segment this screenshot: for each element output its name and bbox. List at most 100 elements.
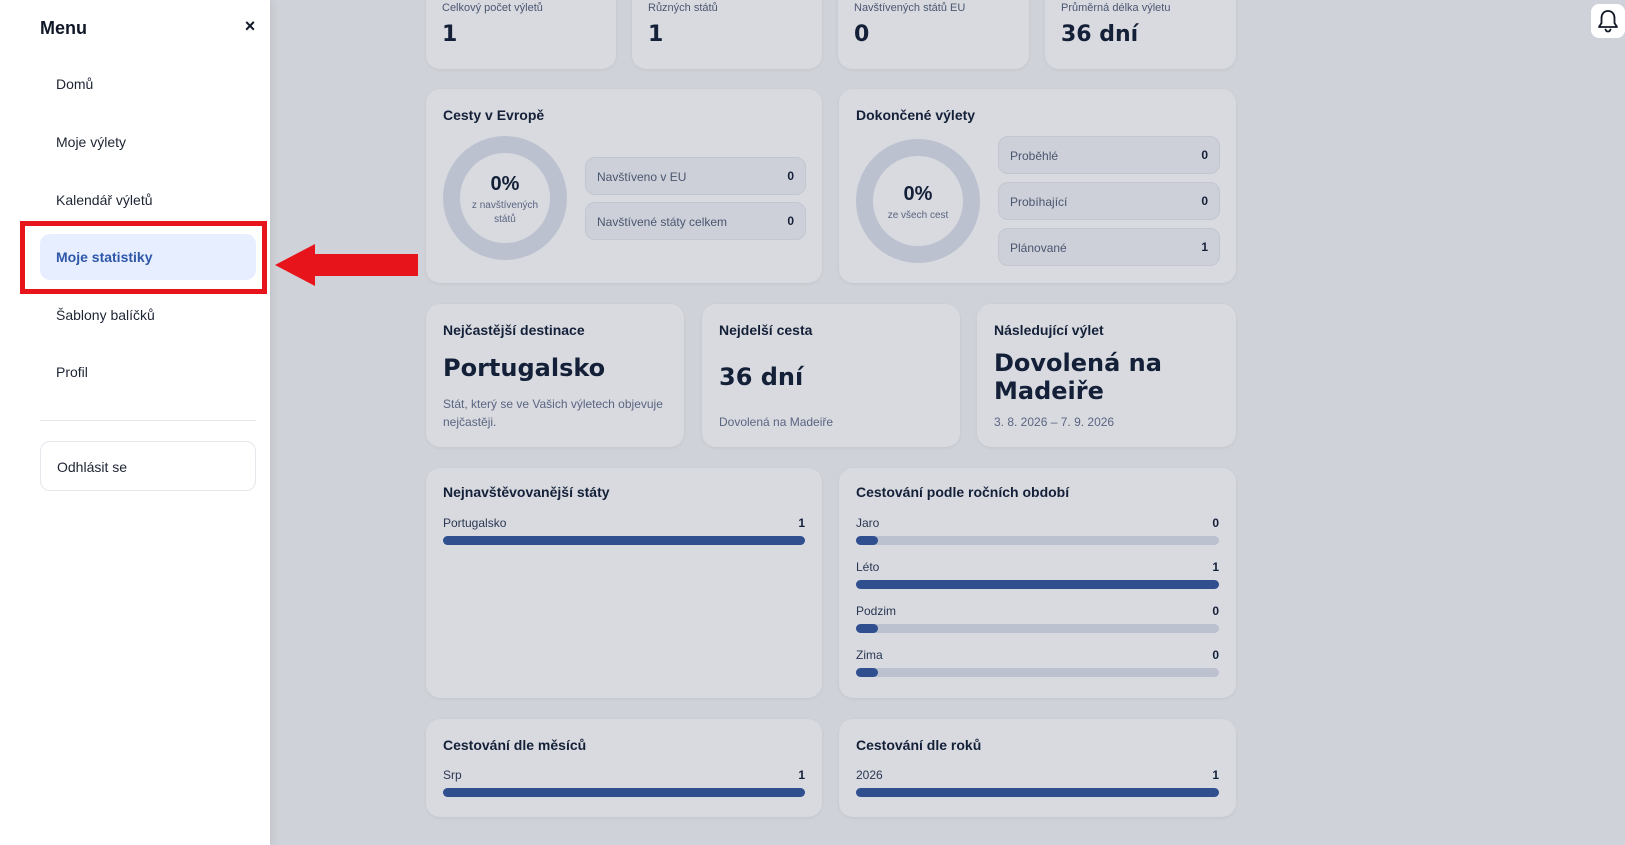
bar-fill bbox=[856, 536, 878, 545]
menu-item-my-trips[interactable]: Moje výlety bbox=[40, 119, 256, 165]
completed-title: Dokončené výlety bbox=[856, 107, 976, 123]
countries-value: 1 bbox=[648, 22, 664, 47]
months-card: Cestování dle měsíců Srp 1 bbox=[426, 719, 822, 817]
bar-count: 0 bbox=[1212, 516, 1219, 530]
menu-item-label: Profil bbox=[56, 364, 88, 380]
avg-length-value: 36 dní bbox=[1061, 22, 1139, 47]
bar-fill bbox=[443, 788, 805, 797]
completed-row-label: Proběhlé bbox=[1010, 149, 1059, 163]
menu-item-trip-calendar[interactable]: Kalendář výletů bbox=[40, 177, 256, 223]
next-title: Následující výlet bbox=[994, 322, 1104, 338]
bar-count: 1 bbox=[798, 768, 805, 782]
logout-label: Odhlásit se bbox=[57, 459, 128, 475]
eu-countries-label: Navštívených států EU bbox=[854, 2, 966, 14]
months-title: Cestování dle měsíců bbox=[443, 737, 587, 753]
bar-track bbox=[856, 580, 1219, 589]
europe-row-label: Navštíveno v EU bbox=[597, 170, 687, 184]
bar-track bbox=[443, 536, 805, 545]
europe-row-eu: Navštíveno v EU 0 bbox=[585, 157, 806, 195]
menu-item-home[interactable]: Domů bbox=[40, 61, 256, 107]
destination-value: Portugalsko bbox=[443, 354, 606, 382]
eu-countries-value: 0 bbox=[854, 22, 870, 47]
completed-row-value: 0 bbox=[1201, 194, 1208, 208]
europe-title: Cesty v Evropě bbox=[443, 107, 545, 123]
summary-card-eu-countries: Navštívených států EU 0 bbox=[838, 0, 1029, 69]
bar-label: Podzim bbox=[856, 604, 897, 618]
bar-label: 2026 bbox=[856, 768, 883, 782]
completed-row-value: 0 bbox=[1201, 148, 1208, 162]
bar-track bbox=[856, 624, 1219, 633]
completed-card: Dokončené výlety 0% ze všech cest Proběh… bbox=[839, 89, 1236, 283]
menu-item-package-templates[interactable]: Šablony balíčků bbox=[40, 292, 256, 338]
bar-track bbox=[443, 788, 805, 797]
next-value: Dovolená na Madeiře bbox=[994, 349, 1162, 405]
bar-row: Podzim 0 bbox=[856, 604, 1219, 634]
bar-row: Jaro 0 bbox=[856, 516, 1219, 546]
total-trips-value: 1 bbox=[442, 22, 458, 47]
top-countries-card: Nejnavštěvovanější státy Portugalsko 1 bbox=[426, 468, 822, 698]
bar-count: 0 bbox=[1212, 648, 1219, 662]
menu-item-my-statistics[interactable]: Moje statistiky bbox=[40, 234, 256, 280]
bell-icon bbox=[1598, 10, 1618, 33]
annotation-highlight-box bbox=[20, 221, 267, 294]
notifications-button[interactable] bbox=[1591, 4, 1625, 38]
summary-card-total-trips: Celkový počet výletů 1 bbox=[426, 0, 616, 69]
menu-item-label: Moje statistiky bbox=[56, 249, 153, 265]
destination-card: Nejčastější destinace Portugalsko Stát, … bbox=[426, 304, 684, 447]
bar-label: Srp bbox=[443, 768, 462, 782]
completed-row-ongoing: Probíhající 0 bbox=[998, 182, 1220, 220]
completed-percent: 0% bbox=[903, 183, 933, 205]
menu-item-label: Moje výlety bbox=[56, 134, 127, 150]
bar-count: 0 bbox=[1212, 604, 1219, 618]
countries-label: Různých států bbox=[648, 2, 718, 14]
bar-track bbox=[856, 536, 1219, 545]
bar-fill bbox=[443, 536, 805, 545]
longest-title: Nejdelší cesta bbox=[719, 322, 813, 338]
menu-item-label: Domů bbox=[56, 76, 94, 92]
menu-divider bbox=[40, 420, 256, 421]
bar-row: Zima 0 bbox=[856, 648, 1219, 678]
europe-row-value: 0 bbox=[787, 214, 794, 228]
bar-label: Jaro bbox=[856, 516, 880, 530]
bar-track bbox=[856, 788, 1219, 797]
next-sub: 3. 8. 2026 – 7. 9. 2026 bbox=[994, 415, 1115, 429]
completed-row-planned: Plánované 1 bbox=[998, 228, 1220, 266]
destination-title: Nejčastější destinace bbox=[443, 322, 585, 338]
close-icon[interactable]: × bbox=[244, 16, 256, 36]
completed-row-value: 1 bbox=[1201, 240, 1208, 254]
destination-sub: Stát, který se ve Vašich výletech objevu… bbox=[443, 397, 663, 429]
europe-card: Cesty v Evropě 0% z navštívených států N… bbox=[426, 89, 822, 283]
side-menu-drawer: Menu × Domů Moje výlety Kalendář výletů … bbox=[0, 0, 270, 845]
years-title: Cestování dle roků bbox=[856, 737, 982, 753]
top-countries-title: Nejnavštěvovanější státy bbox=[443, 484, 610, 500]
total-trips-label: Celkový počet výletů bbox=[442, 2, 543, 14]
bar-count: 1 bbox=[1212, 560, 1219, 574]
europe-percent: 0% bbox=[490, 173, 520, 195]
menu-title: Menu bbox=[40, 18, 87, 38]
completed-row-past: Proběhlé 0 bbox=[998, 136, 1220, 174]
longest-sub: Dovolená na Madeiře bbox=[719, 415, 834, 429]
bar-label: Zima bbox=[856, 648, 883, 662]
bar-row: Léto 1 bbox=[856, 560, 1219, 590]
bar-label: Portugalsko bbox=[443, 516, 507, 530]
bar-label: Léto bbox=[856, 560, 880, 574]
seasons-card: Cestování podle ročních období Jaro 0 Léto… bbox=[839, 468, 1236, 698]
avg-length-label: Průměrná délka výletu bbox=[1061, 2, 1171, 14]
menu-item-label: Kalendář výletů bbox=[56, 192, 153, 208]
bar-fill bbox=[856, 580, 1219, 589]
seasons-title: Cestování podle ročních období bbox=[856, 484, 1070, 500]
logout-button[interactable]: Odhlásit se bbox=[40, 441, 256, 491]
bar-row: 2026 1 bbox=[856, 768, 1219, 798]
completed-row-label: Plánované bbox=[1010, 241, 1067, 255]
bar-row: Portugalsko 1 bbox=[443, 516, 805, 546]
menu-item-profile[interactable]: Profil bbox=[40, 349, 256, 395]
completed-donut: 0% ze všech cest bbox=[856, 139, 980, 263]
europe-row-total: Navštívené státy celkem 0 bbox=[585, 202, 806, 240]
bar-fill bbox=[856, 624, 878, 633]
bar-row: Srp 1 bbox=[443, 768, 805, 798]
bar-count: 1 bbox=[1212, 768, 1219, 782]
longest-trip-card: Nejdelší cesta 36 dní Dovolená na Madeiř… bbox=[702, 304, 960, 447]
bar-count: 1 bbox=[798, 516, 805, 530]
bar-fill bbox=[856, 668, 878, 677]
